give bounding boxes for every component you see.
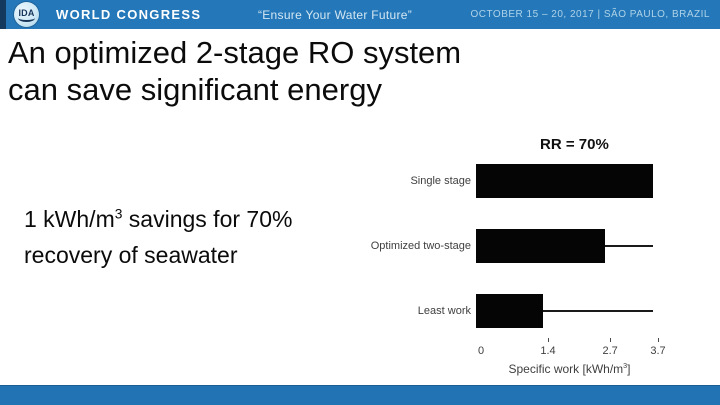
bar: [476, 294, 543, 328]
footer-band: [0, 385, 720, 405]
tagline: “Ensure Your Water Future”: [257, 7, 413, 22]
body-text-line1: 1 kWh/m3 savings for 70%: [24, 201, 292, 237]
slide-title: An optimized 2-stage RO system can save …: [8, 34, 461, 108]
x-axis: 0 1.4 2.7 3.7 Specific work [kWh/m3]: [476, 338, 666, 376]
bar: [476, 229, 606, 263]
bar-track: [476, 294, 653, 328]
x-axis-title-sup: 3: [623, 361, 628, 370]
tick-mark: [610, 338, 612, 342]
slide-title-line1: An optimized 2-stage RO system: [8, 35, 462, 70]
bar-track: [476, 229, 653, 263]
congress-label: WORLD CONGRESS: [56, 7, 202, 22]
x-tick-label: 3.7: [650, 345, 666, 357]
chart-category-label: Optimized two-stage: [370, 240, 471, 252]
body-line1-sup: 3: [114, 206, 123, 222]
rr-annotation: RR = 70%: [540, 136, 609, 153]
bar-chart: Single stage Optimized two-stage Least wor…: [340, 160, 670, 376]
x-tick-label: 1.4: [540, 345, 556, 357]
header-banner: IDA WORLD CONGRESS “Ensure Your Water Fu…: [0, 0, 720, 29]
event-info: OCTOBER 15 – 20, 2017 | SÃO PAULO, BRAZI…: [470, 9, 710, 20]
reference-line: [605, 245, 653, 247]
x-axis-title-suffix: ]: [627, 362, 631, 376]
ida-logo-swoosh-icon: [18, 14, 35, 22]
chart-category-label: Single stage: [410, 175, 471, 187]
x-axis-title: Specific work [kWh/m3]: [481, 362, 658, 376]
body-text: 1 kWh/m3 savings for 70% recovery of sea…: [24, 201, 292, 273]
chart-row: Optimized two-stage: [340, 229, 670, 263]
chart-row: Least work: [340, 294, 670, 328]
slide-title-line2: can save significant energy: [8, 72, 382, 107]
x-axis-ticks: 0 1.4 2.7 3.7: [477, 338, 666, 362]
header-edge-strip: [0, 0, 6, 29]
x-tick-label: 0: [477, 345, 485, 357]
ida-logo: IDA: [14, 2, 39, 27]
bar-track: [476, 164, 653, 198]
x-tick-label: 2.7: [602, 345, 618, 357]
body-text-line2: recovery of seawater: [24, 242, 238, 268]
body-line1-suffix: savings for 70%: [122, 206, 293, 232]
ida-logo-text: IDA: [18, 8, 35, 18]
tick-mark: [547, 338, 549, 342]
tick-mark: [658, 338, 659, 342]
reference-line: [542, 310, 653, 312]
chart-category-label: Least work: [417, 305, 471, 317]
chart-rows: Single stage Optimized two-stage Least wor…: [340, 164, 670, 328]
bar: [476, 164, 653, 198]
x-axis-title-prefix: Specific work [kWh/m: [508, 362, 624, 376]
chart-row: Single stage: [340, 164, 670, 198]
body-line1-prefix: 1 kWh/m: [24, 206, 115, 232]
